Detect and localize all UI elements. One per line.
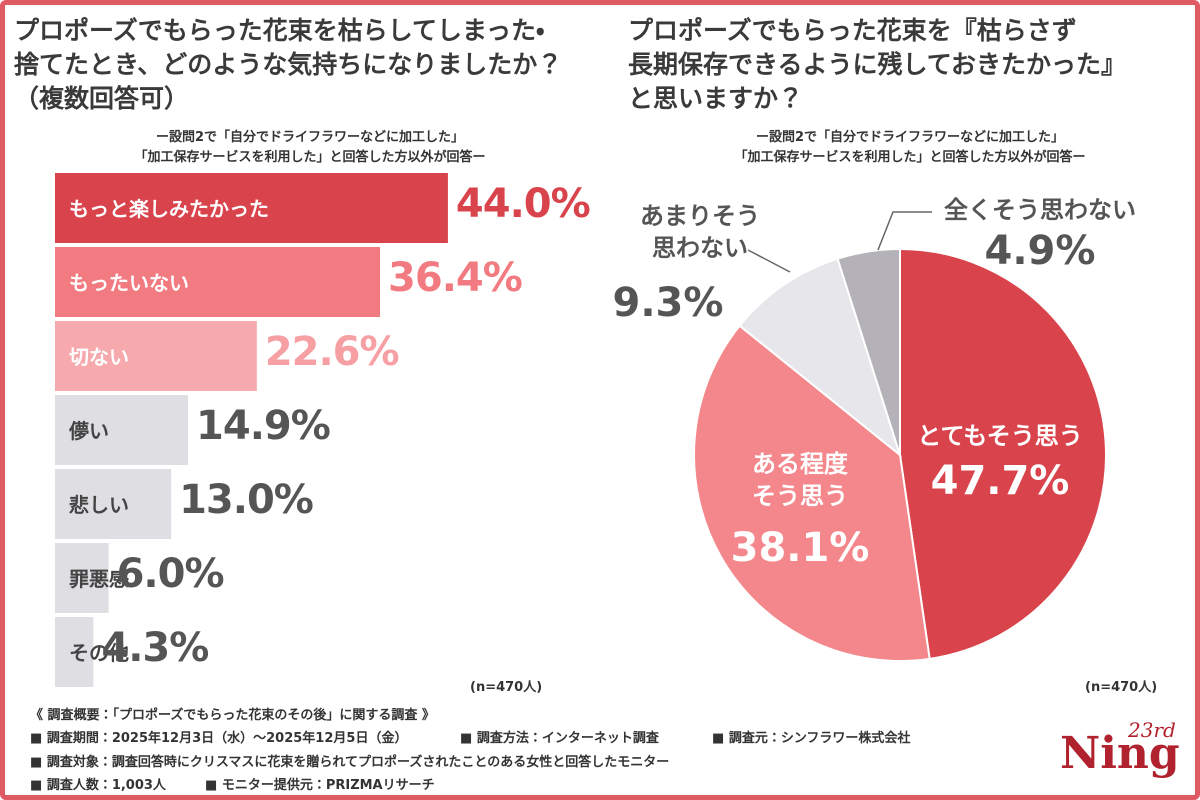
- value-label: 44.0%: [455, 181, 591, 227]
- slice-label: あまりそう 思わない: [640, 202, 760, 262]
- category-label: その他: [69, 641, 129, 665]
- category-label: 儚い: [69, 419, 109, 443]
- bar: [55, 321, 257, 391]
- category-label: 罪悪感: [69, 567, 129, 591]
- category-label: 切ない: [69, 345, 129, 369]
- logo-name: Ning: [1060, 728, 1180, 779]
- bar: [55, 173, 448, 243]
- pie-slice: [738, 257, 902, 458]
- category-label: もったいない: [69, 271, 189, 295]
- slice-label: 全くそう思わない: [944, 196, 1136, 224]
- category-label: もっと楽しみたかった: [69, 197, 269, 221]
- value-label: 4.3%: [101, 625, 209, 671]
- sample-size: (n=470人): [470, 680, 543, 695]
- value-label: 13.0%: [179, 477, 314, 523]
- chart-subtitle: ー設問2で「自分でドライフラワーなどに加工した」 「加工保存サービスを利用した」…: [734, 130, 1086, 165]
- footer-item: モニター提供元：PRIZMAリサーチ: [205, 774, 435, 793]
- slice-label: とてもそう思う: [917, 422, 1083, 450]
- bar: [55, 469, 172, 539]
- bar: [55, 395, 189, 465]
- footer-item: 調査対象：調査回答時にクリスマスに花束を贈られてプロポーズされたことのある女性と…: [30, 751, 669, 770]
- slice-value: 9.3%: [612, 280, 724, 326]
- bar: [55, 617, 94, 687]
- footer-heading: 《 調査概要：「プロポーズでもらった花束のその後」に関する調査 》: [30, 708, 435, 723]
- leader-line: [747, 249, 791, 273]
- pie-slice: [899, 247, 1107, 660]
- slice-value: 47.7%: [930, 458, 1070, 504]
- pie-slice: [693, 324, 931, 662]
- bar: [55, 247, 381, 317]
- footer-item: 調査期間：2025年12月3日（水）〜2025年12月5日（金）: [30, 727, 408, 746]
- footer-item: 調査元：シンフラワー株式会社: [712, 727, 911, 746]
- bar: [55, 543, 109, 613]
- category-label: 悲しい: [69, 493, 129, 517]
- value-label: 6.0%: [116, 551, 225, 597]
- value-label: 22.6%: [264, 329, 400, 375]
- leader-line: [877, 211, 932, 251]
- sample-size: (n=470人): [1085, 680, 1158, 695]
- slice-value: 38.1%: [730, 525, 870, 571]
- slice-value: 4.9%: [984, 228, 1096, 274]
- footer-item: 調査人数：1,003人: [30, 774, 166, 793]
- slice-label: ある程度 そう思う: [752, 450, 848, 510]
- chart-subtitle: ー設問2で「自分でドライフラワーなどに加工した」 「加工保存サービスを利用した」…: [134, 130, 486, 165]
- chart-title: プロポーズでもらった花束を枯らしてしまった・ 捨てたとき、どのような気持ちになり…: [14, 16, 563, 113]
- pie-slice: [836, 247, 901, 456]
- chart-title: プロポーズでもらった花束を『枯らさず 長期保存できるように残しておきたかった』 …: [628, 16, 1127, 113]
- footer-item: 調査方法：インターネット調査: [460, 727, 659, 746]
- value-label: 14.9%: [196, 403, 331, 449]
- value-label: 36.4%: [388, 255, 523, 301]
- logo-edition: 23rd: [1128, 718, 1176, 742]
